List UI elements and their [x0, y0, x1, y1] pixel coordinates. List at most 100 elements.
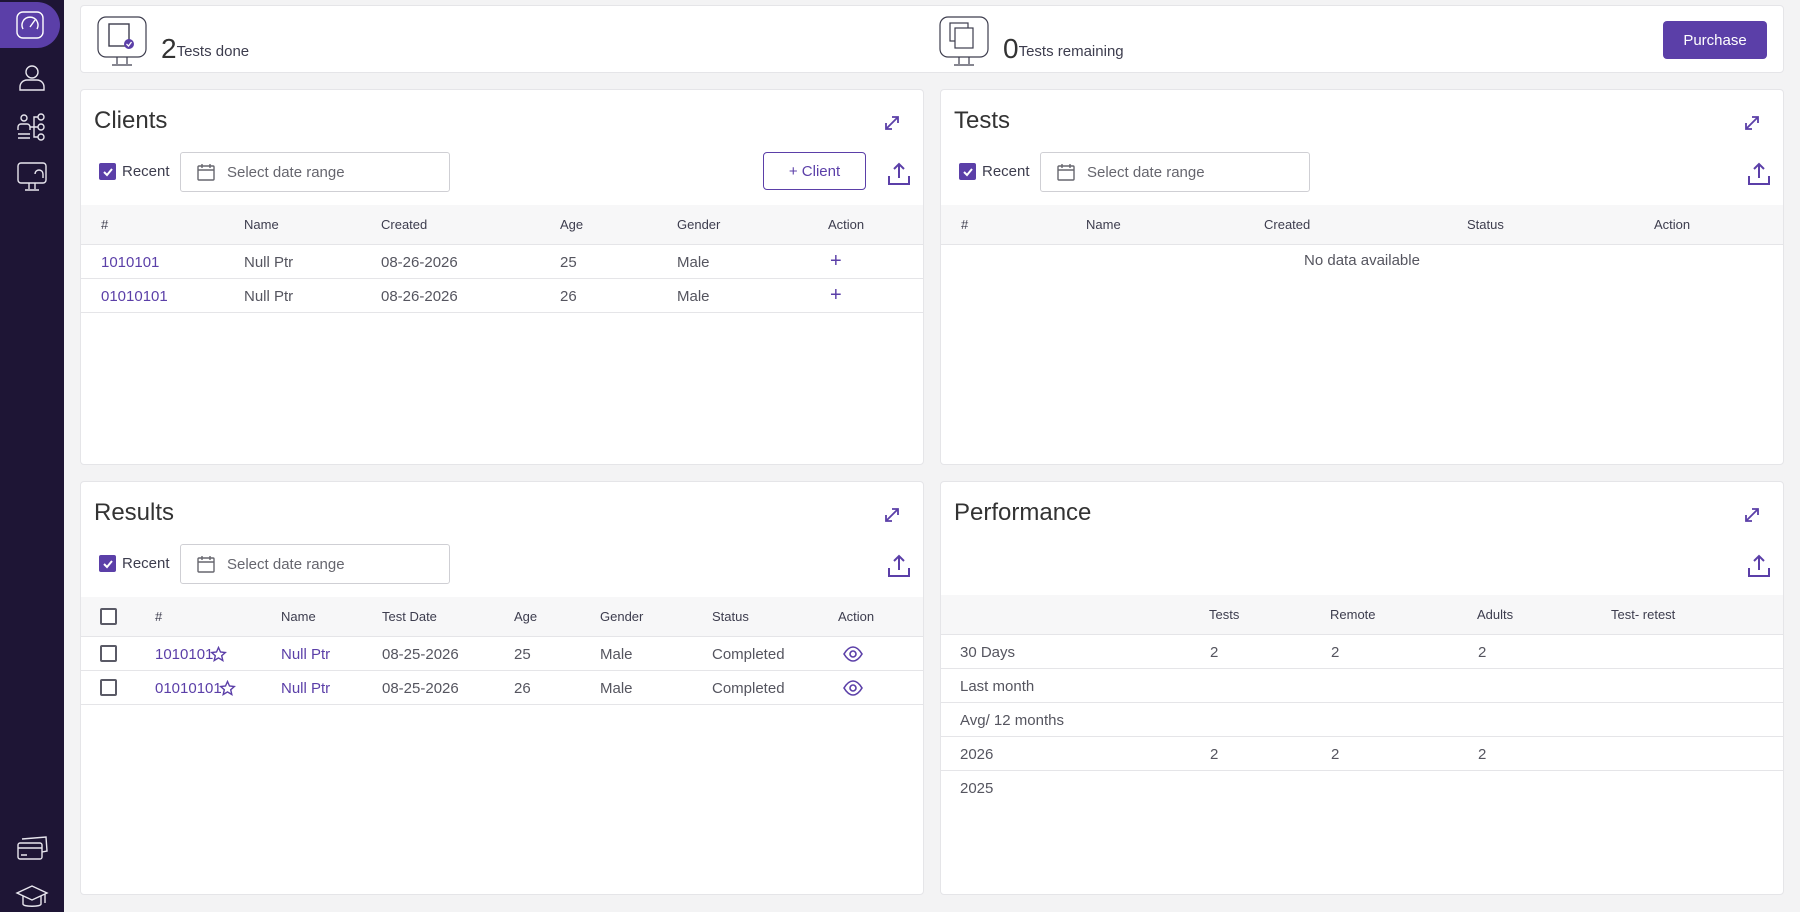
clients-date-range-placeholder: Select date range	[227, 163, 345, 181]
star-icon[interactable]	[210, 646, 227, 663]
checkbox-checked-icon	[99, 163, 116, 180]
col-header: Action	[838, 609, 875, 624]
col-header: Tests	[1209, 607, 1240, 622]
select-all-checkbox[interactable]	[100, 608, 117, 625]
table-row[interactable]: 01010101 Null Ptr 08-26-2026 26 Male +	[81, 279, 923, 313]
results-recent-checkbox[interactable]: Recent	[99, 555, 170, 572]
add-test-button[interactable]: +	[830, 250, 842, 272]
sidebar-item-tests[interactable]	[0, 154, 64, 200]
result-name-link[interactable]: Null Ptr	[281, 646, 331, 663]
export-icon[interactable]	[1746, 553, 1772, 579]
col-header[interactable]: Name	[1086, 217, 1121, 232]
clients-recent-checkbox[interactable]: Recent	[99, 163, 170, 180]
tests-date-range-placeholder: Select date range	[1087, 163, 1205, 181]
col-header[interactable]: Created	[1264, 217, 1311, 232]
sidebar-item-learning[interactable]	[0, 874, 64, 912]
sidebar	[0, 0, 64, 912]
sidebar-item-groups[interactable]	[0, 104, 64, 150]
col-header[interactable]: Created	[381, 217, 428, 232]
col-header[interactable]: Gender	[677, 217, 721, 232]
expand-icon[interactable]	[1741, 112, 1763, 134]
client-name: Null Ptr	[244, 288, 294, 305]
col-header[interactable]: Name	[281, 609, 316, 624]
client-age: 26	[560, 288, 577, 305]
expand-icon[interactable]	[1741, 504, 1763, 526]
calendar-icon	[197, 556, 215, 573]
hierarchy-icon	[17, 113, 45, 141]
add-test-button[interactable]: +	[830, 284, 842, 306]
results-table-header: # Name Test Date Age Gender Status Actio…	[81, 597, 923, 637]
tests-table-header: # Name Created Status Action	[941, 205, 1783, 245]
table-row: Avg/ 12 months	[941, 703, 1783, 737]
table-row: 2025	[941, 771, 1783, 805]
results-date-range-input[interactable]: Select date range	[180, 544, 450, 584]
tests-value: 2	[1210, 644, 1219, 661]
results-date-range-placeholder: Select date range	[227, 555, 345, 573]
col-header: #	[101, 217, 109, 232]
sidebar-item-billing[interactable]	[0, 825, 64, 871]
col-header[interactable]: Name	[244, 217, 279, 232]
results-title: Results	[94, 499, 175, 526]
table-row[interactable]: 1010101 Null Ptr 08-26-2026 25 Male +	[81, 245, 923, 279]
monitor-check-icon	[97, 16, 147, 66]
table-row: Last month	[941, 669, 1783, 703]
clients-date-range-input[interactable]: Select date range	[180, 152, 450, 192]
col-header[interactable]: Age	[514, 609, 538, 624]
star-icon[interactable]	[219, 680, 236, 697]
row-checkbox[interactable]	[100, 645, 117, 662]
export-icon[interactable]	[886, 553, 912, 579]
eye-icon[interactable]	[843, 645, 863, 663]
copy-stack-icon	[939, 16, 989, 66]
col-header: Adults	[1477, 607, 1514, 622]
period-label: 2025	[960, 780, 994, 797]
sidebar-item-dashboard[interactable]	[0, 2, 60, 48]
row-checkbox[interactable]	[100, 679, 117, 696]
col-header: Test- retest	[1611, 607, 1676, 622]
client-gender: Male	[677, 254, 710, 271]
table-row: 30 Days 2 2 2	[941, 635, 1783, 669]
tests-date-range-input[interactable]: Select date range	[1040, 152, 1310, 192]
col-header: #	[155, 609, 163, 624]
result-name-link[interactable]: Null Ptr	[281, 680, 331, 697]
clients-recent-label: Recent	[122, 163, 170, 180]
tests-done-stat: 2 Tests done	[97, 16, 249, 66]
results-panel: Results Recent Select date range # Name …	[80, 481, 924, 895]
col-header[interactable]: Status	[712, 609, 749, 624]
col-header[interactable]: Age	[560, 217, 584, 232]
col-header[interactable]: Status	[1467, 217, 1504, 232]
result-id-link[interactable]: 1010101	[155, 646, 214, 663]
col-header[interactable]: Gender	[600, 609, 644, 624]
col-header: Action	[1654, 217, 1691, 232]
clients-panel: Clients Recent Select date range + Clien…	[80, 89, 924, 465]
export-icon[interactable]	[886, 161, 912, 187]
table-row[interactable]: 1010101 Null Ptr 08-25-2026 25 Male Comp…	[81, 637, 923, 671]
checkbox-checked-icon	[959, 163, 976, 180]
export-icon[interactable]	[1746, 161, 1772, 187]
period-label: Avg/ 12 months	[960, 712, 1064, 729]
eye-icon[interactable]	[843, 679, 863, 697]
tests-recent-label: Recent	[982, 163, 1030, 180]
purchase-button[interactable]: Purchase	[1663, 21, 1767, 59]
clients-title: Clients	[94, 107, 168, 134]
client-id-link[interactable]: 01010101	[101, 288, 168, 305]
period-label: Last month	[960, 678, 1035, 695]
result-gender: Male	[600, 646, 633, 663]
col-header[interactable]: Test Date	[382, 609, 437, 624]
dashboard-icon	[16, 11, 44, 39]
col-header: Action	[828, 217, 865, 232]
expand-icon[interactable]	[881, 504, 903, 526]
credit-cards-icon	[17, 836, 48, 860]
add-client-button[interactable]: + Client	[763, 152, 866, 190]
results-recent-label: Recent	[122, 555, 170, 572]
result-id-link[interactable]: 01010101	[155, 680, 222, 697]
table-row: 2026 2 2 2	[941, 737, 1783, 771]
clients-table-header: # Name Created Age Gender Action	[81, 205, 923, 245]
sidebar-item-clients[interactable]	[0, 54, 64, 100]
performance-table-header: Tests Remote Adults Test- retest	[941, 595, 1783, 635]
expand-icon[interactable]	[881, 112, 903, 134]
tests-recent-checkbox[interactable]: Recent	[959, 163, 1030, 180]
result-date: 08-25-2026	[382, 680, 459, 697]
table-row[interactable]: 01010101 Null Ptr 08-25-2026 26 Male Com…	[81, 671, 923, 705]
calendar-icon	[1057, 164, 1075, 181]
client-id-link[interactable]: 1010101	[101, 254, 160, 271]
